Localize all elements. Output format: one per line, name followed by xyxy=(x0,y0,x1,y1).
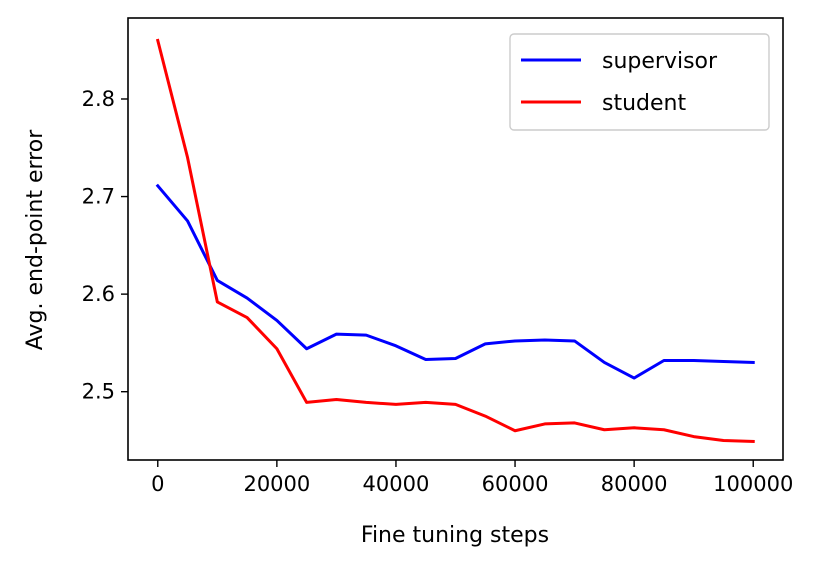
x-tick-label: 80000 xyxy=(601,472,668,496)
legend: supervisor student xyxy=(509,33,770,131)
legend-box xyxy=(509,33,770,131)
x-axis: 0 20000 40000 60000 80000 100000 xyxy=(151,460,793,496)
legend-label-supervisor: supervisor xyxy=(602,49,718,74)
y-axis: 2.5 2.6 2.7 2.8 xyxy=(82,87,128,404)
x-tick-label: 40000 xyxy=(363,472,430,496)
x-tick-label: 20000 xyxy=(243,472,310,496)
series-line-supervisor xyxy=(155,183,755,380)
y-tick-label: 2.6 xyxy=(82,282,115,306)
y-axis-label: Avg. end-point error xyxy=(23,129,48,350)
plot-area xyxy=(155,38,755,444)
y-tick-label: 2.5 xyxy=(82,380,115,404)
x-tick-label: 100000 xyxy=(713,472,793,496)
y-tick-label: 2.8 xyxy=(82,87,115,111)
x-tick-label: 60000 xyxy=(482,472,549,496)
y-tick-label: 2.7 xyxy=(82,185,115,209)
legend-label-student: student xyxy=(602,91,686,116)
plot-frame xyxy=(127,17,784,461)
series-line-student xyxy=(155,38,755,444)
x-axis-label: Fine tuning steps xyxy=(361,523,549,548)
x-tick-label: 0 xyxy=(151,472,164,496)
